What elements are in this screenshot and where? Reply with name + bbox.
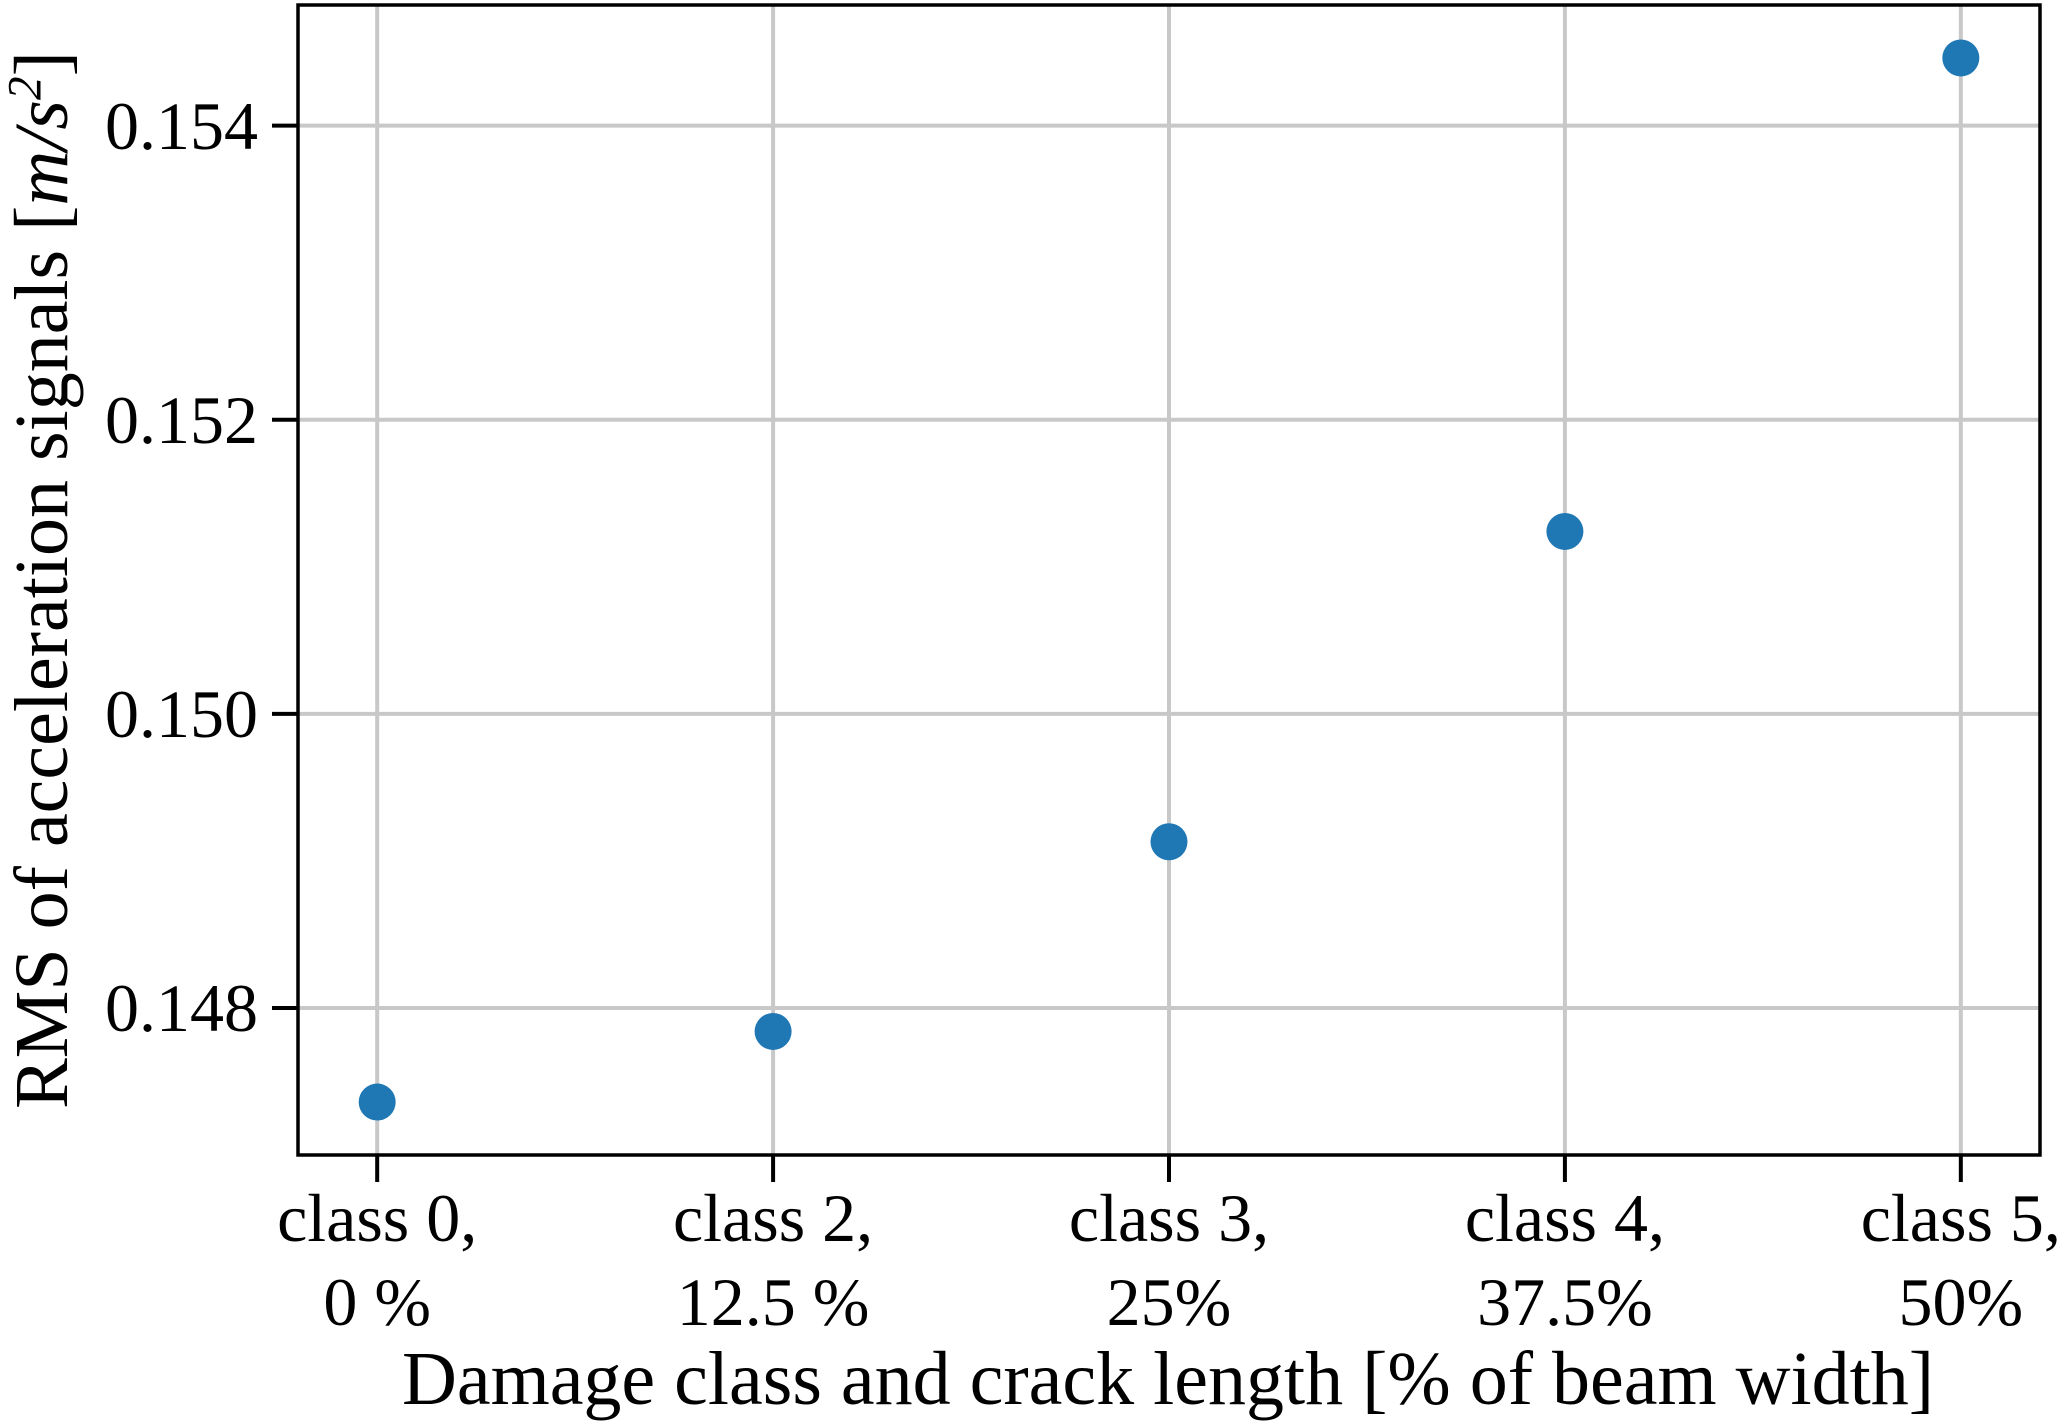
x-tick-label: class 0, 0 % bbox=[67, 1176, 687, 1344]
x-tick-label-class: class 5, bbox=[1860, 1180, 2061, 1256]
data-point bbox=[358, 1083, 396, 1121]
y-axis-label-superscript: 2 bbox=[0, 76, 52, 100]
data-point bbox=[1150, 823, 1188, 861]
y-tick-label: 0.152 bbox=[105, 381, 258, 458]
x-tick-label: class 4, 37.5% bbox=[1255, 1176, 1875, 1344]
x-tick-label-class: class 4, bbox=[1464, 1180, 1665, 1256]
x-tick-label-class: class 0, bbox=[277, 1180, 478, 1256]
y-tick-label: 0.148 bbox=[105, 969, 258, 1046]
y-axis-label-text: RMS of acceleration signals [ bbox=[0, 205, 84, 1109]
y-tick-label: 0.154 bbox=[105, 87, 258, 164]
x-tick-label-percent: 37.5% bbox=[1477, 1264, 1653, 1340]
y-tick-label: 0.150 bbox=[105, 675, 258, 752]
x-tick-label: class 3, 25% bbox=[859, 1176, 1479, 1344]
y-axis-label-closing-bracket: ] bbox=[0, 51, 84, 77]
x-axis-label: Damage class and crack length [% of beam… bbox=[401, 1337, 1935, 1421]
data-point bbox=[1546, 512, 1584, 550]
x-tick-label: class 5, 50% bbox=[1651, 1176, 2067, 1344]
x-tick-label-percent: 50% bbox=[1898, 1264, 2024, 1340]
x-tick-label-class: class 2, bbox=[672, 1180, 874, 1256]
data-point bbox=[1942, 39, 1980, 77]
x-tick-label-percent: 0 % bbox=[323, 1264, 431, 1340]
x-tick-label-percent: 12.5 % bbox=[676, 1264, 870, 1340]
x-tick-label: class 2, 12.5 % bbox=[463, 1176, 1083, 1344]
y-axis-label-math-units: m/s bbox=[0, 99, 84, 206]
x-tick-label-percent: 25% bbox=[1106, 1264, 1232, 1340]
x-tick-label-class: class 3, bbox=[1068, 1180, 1270, 1256]
data-point bbox=[754, 1012, 792, 1050]
y-axis-label: RMS of acceleration signals [m/s2] bbox=[0, 0, 87, 1330]
